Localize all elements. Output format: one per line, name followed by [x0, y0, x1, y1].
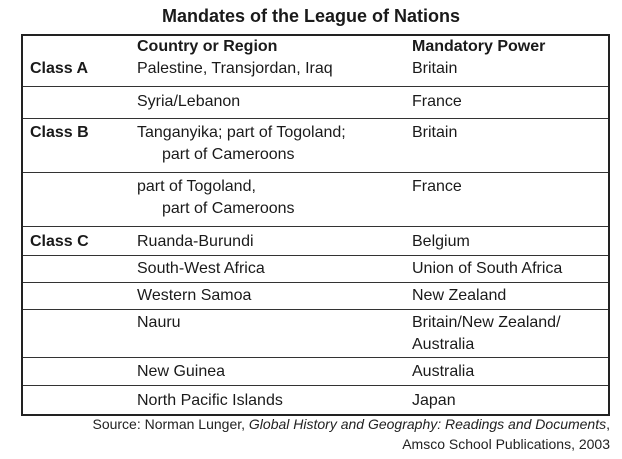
country-cell: North Pacific Islands: [137, 384, 412, 416]
country-cell: Western Samoa: [137, 281, 412, 310]
source-prefix: Source: Norman Lunger,: [92, 416, 249, 432]
country-line: Tanganyika; part of Togoland;: [137, 123, 346, 141]
class-cell: Class B: [21, 117, 137, 173]
class-cell: [21, 254, 137, 283]
country-line: part of Cameroons: [162, 145, 295, 163]
power-cell: Australia: [412, 356, 610, 386]
table-row: Class C Ruanda-Burundi Belgium: [21, 225, 610, 256]
power-header: Mandatory Power: [412, 38, 546, 55]
power-line: Britain/New Zealand/: [412, 313, 561, 331]
table-row: South-West Africa Union of South Africa: [21, 254, 610, 283]
power-line: Australia: [412, 362, 475, 380]
country-cell: Country or Region Palestine, Transjordan…: [137, 34, 412, 87]
table-row: Nauru Britain/New Zealand/ Australia: [21, 308, 610, 358]
power-line: Britain: [412, 123, 458, 141]
table-row: Class A Country or Region Palestine, Tra…: [21, 34, 610, 87]
power-cell: France: [412, 171, 610, 227]
power-cell: Belgium: [412, 225, 610, 256]
class-label: Class A: [30, 60, 89, 77]
country-cell: Nauru: [137, 308, 412, 358]
country-line: Palestine, Transjordan, Iraq: [137, 60, 333, 77]
power-line: New Zealand: [412, 286, 507, 304]
power-cell: France: [412, 85, 610, 119]
country-line: part of Cameroons: [162, 199, 295, 217]
power-cell: Japan: [412, 384, 610, 416]
power-cell: Britain/New Zealand/ Australia: [412, 308, 610, 358]
country-cell: Ruanda-Burundi: [137, 225, 412, 256]
source-publisher: Amsco School Publications, 2003: [402, 436, 610, 452]
power-line: France: [412, 92, 462, 110]
class-label: Class B: [30, 123, 89, 141]
source-citation: Source: Norman Lunger, Global History an…: [92, 414, 610, 454]
class-cell: [21, 171, 137, 227]
class-cell: Class A: [21, 34, 137, 87]
country-line: South-West Africa: [137, 259, 265, 277]
country-line: Nauru: [137, 313, 181, 331]
country-cell: New Guinea: [137, 356, 412, 386]
power-cell: Britain: [412, 117, 610, 173]
country-line: Syria/Lebanon: [137, 92, 241, 110]
country-line: New Guinea: [137, 362, 226, 380]
power-cell: New Zealand: [412, 281, 610, 310]
country-cell: Tanganyika; part of Togoland; part of Ca…: [137, 117, 412, 173]
class-cell: [21, 384, 137, 416]
power-line: Japan: [412, 391, 456, 409]
mandates-table: Class A Country or Region Palestine, Tra…: [21, 34, 610, 416]
country-line: Ruanda-Burundi: [137, 232, 254, 250]
power-cell: Mandatory Power Britain: [412, 34, 610, 87]
table-row: Western Samoa New Zealand: [21, 281, 610, 310]
source-work: Global History and Geography: Readings a…: [248, 416, 607, 432]
class-cell: Class C: [21, 225, 137, 256]
power-line: Belgium: [412, 232, 470, 250]
country-cell: part of Togoland, part of Cameroons: [137, 171, 412, 227]
power-line: Union of South Africa: [412, 259, 563, 277]
power-line: France: [412, 177, 462, 195]
power-line: Britain: [412, 60, 458, 77]
table-row: part of Togoland, part of Cameroons Fran…: [21, 171, 610, 227]
class-cell: [21, 308, 137, 358]
country-cell: South-West Africa: [137, 254, 412, 283]
country-line: North Pacific Islands: [137, 391, 283, 409]
class-label: Class C: [30, 232, 89, 250]
class-cell: [21, 356, 137, 386]
table-row: Class B Tanganyika; part of Togoland; pa…: [21, 117, 610, 173]
class-cell: [21, 281, 137, 310]
country-line: Western Samoa: [137, 286, 252, 304]
country-header: Country or Region: [137, 38, 278, 55]
table-row: North Pacific Islands Japan: [21, 384, 610, 416]
source-suffix: ,: [606, 416, 610, 432]
power-line: Australia: [412, 335, 475, 353]
power-cell: Union of South Africa: [412, 254, 610, 283]
country-cell: Syria/Lebanon: [137, 85, 412, 119]
country-line: part of Togoland,: [137, 177, 256, 195]
table-row: Syria/Lebanon France: [21, 85, 610, 119]
class-cell: [21, 85, 137, 119]
table-row: New Guinea Australia: [21, 356, 610, 386]
table-title: Mandates of the League of Nations: [161, 6, 461, 26]
